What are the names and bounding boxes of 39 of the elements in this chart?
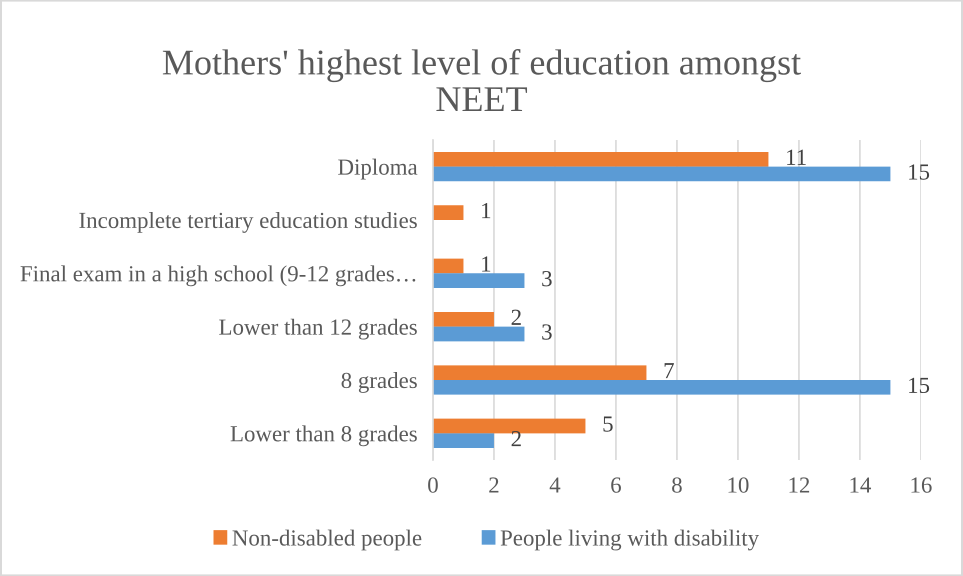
y-tick-label: Diploma (338, 158, 418, 180)
x-tick-label: 16 (911, 477, 932, 493)
legend-label: People living with disability (500, 530, 760, 550)
x-tick-label: 6 (611, 477, 621, 493)
x-tick-label: 0 (428, 477, 438, 493)
x-tick-label: 2 (489, 477, 498, 493)
data-label: 7 (664, 363, 674, 378)
legend-label: Non-disabled people (232, 530, 422, 550)
data-label: 5 (603, 416, 613, 432)
bar (432, 258, 464, 274)
y-tick-label: Incomplete tertiary education studies (79, 212, 417, 233)
bar (432, 326, 524, 342)
bar (432, 273, 524, 288)
x-tick-label: 10 (728, 477, 749, 493)
bar (432, 365, 646, 380)
x-tick-label: 14 (850, 477, 872, 493)
x-tick-label: 8 (672, 477, 682, 493)
data-label: 2 (512, 430, 521, 446)
data-label: 15 (909, 378, 930, 394)
y-tick-label: Lower than 12 grades (219, 318, 417, 340)
y-tick-label: Final exam in a high school (9-12 grades… (20, 265, 416, 286)
data-label: 15 (909, 164, 930, 180)
bar (432, 166, 890, 182)
data-label: 1 (482, 256, 490, 272)
data-label: 3 (542, 324, 552, 340)
x-tick-label: 4 (550, 477, 560, 493)
bar (432, 205, 464, 220)
bar (432, 433, 494, 448)
bar (432, 152, 768, 167)
data-label: 11 (787, 150, 806, 165)
data-label: 3 (542, 270, 552, 286)
y-tick-label: 8 grades (342, 372, 417, 393)
data-label: 1 (482, 203, 490, 218)
data-label: 2 (512, 310, 521, 325)
chart-title: Mothers' highest level of education amongst NEET (162, 48, 801, 111)
bar (432, 312, 494, 327)
x-tick-label: 12 (789, 477, 810, 493)
y-tick-label: Lower than 8 grades (230, 425, 417, 446)
bar (432, 380, 890, 395)
